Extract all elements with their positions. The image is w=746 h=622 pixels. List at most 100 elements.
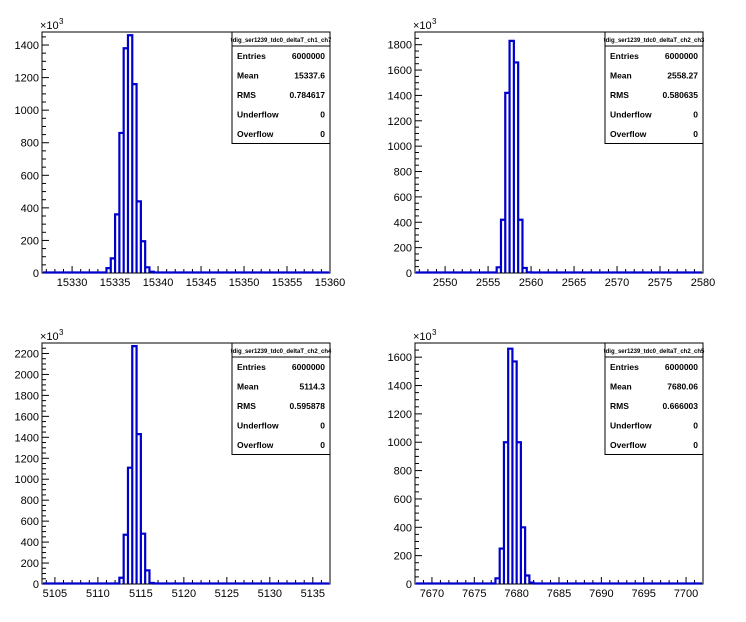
histogram-series bbox=[43, 345, 329, 585]
y-exponent-label: ×10 bbox=[413, 20, 432, 32]
stats-label: Entries bbox=[610, 51, 639, 61]
x-tick-label: 15360 bbox=[315, 277, 346, 289]
stats-label: RMS bbox=[237, 401, 256, 411]
histogram-bin bbox=[504, 442, 508, 584]
stats-box bbox=[231, 31, 331, 144]
y-tick-label: 0 bbox=[406, 268, 412, 280]
y-exponent-label: ×10 bbox=[40, 331, 59, 343]
y-tick-label: 600 bbox=[394, 192, 412, 204]
y-tick-label: 200 bbox=[21, 235, 39, 247]
stats-value: 0.580635 bbox=[663, 90, 699, 100]
x-tick-label: 7670 bbox=[420, 588, 444, 600]
stats-label: Mean bbox=[610, 382, 632, 392]
stats-label: Mean bbox=[237, 71, 259, 81]
histogram-bin bbox=[119, 578, 123, 584]
y-tick-label: 2000 bbox=[15, 369, 39, 381]
x-tick-label: 15355 bbox=[272, 277, 303, 289]
stats-title: tdig_ser1239_tdc0_deltaT_ch2_ch5 bbox=[604, 349, 705, 355]
stats-label: RMS bbox=[610, 401, 629, 411]
histogram-bin bbox=[124, 535, 128, 584]
stats-label: Overflow bbox=[610, 440, 647, 450]
stats-value: 6000000 bbox=[665, 51, 698, 61]
histogram-bin bbox=[132, 84, 136, 273]
stats-label: RMS bbox=[610, 90, 629, 100]
stats-label: Underflow bbox=[237, 110, 279, 120]
y-tick-label: 400 bbox=[394, 522, 412, 534]
histogram-bin bbox=[111, 258, 115, 273]
x-tick-label: 2565 bbox=[562, 277, 586, 289]
stats-value: 0 bbox=[693, 129, 698, 139]
histogram-bin bbox=[145, 570, 149, 584]
y-tick-label: 1200 bbox=[388, 409, 412, 421]
stats-value: 0 bbox=[693, 440, 698, 450]
y-tick-label: 1200 bbox=[15, 73, 39, 85]
stats-value: 2558.27 bbox=[667, 71, 698, 81]
stats-value: 0 bbox=[693, 110, 698, 120]
histogram-bin bbox=[137, 201, 141, 273]
y-tick-label: 400 bbox=[21, 203, 39, 215]
y-tick-label: 1400 bbox=[388, 90, 412, 102]
y-tick-label: 1800 bbox=[15, 390, 39, 402]
y-tick-label: 0 bbox=[33, 579, 39, 591]
x-tick-label: 15350 bbox=[229, 277, 260, 289]
stats-value: 5114.3 bbox=[299, 382, 325, 392]
stats-value: 15337.6 bbox=[294, 71, 325, 81]
x-tick-label: 7695 bbox=[631, 588, 655, 600]
histogram-bin bbox=[145, 267, 149, 273]
stats-value: 0 bbox=[320, 421, 325, 431]
stats-value: 0.784617 bbox=[290, 90, 326, 100]
y-exponent-label: ×10 bbox=[40, 20, 59, 32]
y-tick-label: 1000 bbox=[15, 474, 39, 486]
x-tick-label: 2580 bbox=[691, 277, 715, 289]
stats-value: 0.595878 bbox=[290, 401, 326, 411]
stats-title: tdig_ser1239_tdc0_deltaT_ch1_ch7 bbox=[231, 38, 332, 44]
x-tick-label: 5110 bbox=[86, 588, 110, 600]
histogram-pad-2: 0 200 400 600 800 1000 1200 1400 1600 1800 2550 255… bbox=[388, 17, 716, 289]
y-exponent-power: 3 bbox=[432, 328, 437, 337]
histogram-bin bbox=[128, 468, 132, 584]
x-tick-label: 2570 bbox=[605, 277, 629, 289]
x-tick-label: 2550 bbox=[433, 277, 457, 289]
y-tick-label: 1400 bbox=[388, 381, 412, 393]
y-tick-label: 1800 bbox=[388, 40, 412, 52]
histogram-bin bbox=[128, 35, 132, 273]
y-exponent-label: ×10 bbox=[413, 331, 432, 343]
histogram-bin bbox=[495, 578, 499, 584]
x-tick-label: 15340 bbox=[143, 277, 174, 289]
stats-label: Overflow bbox=[237, 129, 274, 139]
y-tick-label: 600 bbox=[394, 494, 412, 506]
y-tick-label: 1000 bbox=[388, 437, 412, 449]
y-tick-label: 1600 bbox=[388, 352, 412, 364]
stats-value: 0.666003 bbox=[663, 401, 699, 411]
y-tick-label: 1200 bbox=[388, 116, 412, 128]
x-tick-label: 5135 bbox=[301, 588, 325, 600]
histogram-pad-3: 0 200 400 600 800 1000 1200 1400 1600 1800 2000 220… bbox=[15, 328, 333, 600]
stats-value: 0 bbox=[320, 110, 325, 120]
y-exponent-power: 3 bbox=[59, 328, 64, 337]
stats-label: Mean bbox=[610, 71, 632, 81]
stats-label: Overflow bbox=[610, 129, 647, 139]
stats-label: Entries bbox=[237, 362, 266, 372]
x-tick-label: 5130 bbox=[258, 588, 282, 600]
stats-label: Underflow bbox=[610, 110, 652, 120]
histogram-pad-1: 0 200 400 600 800 1000 1200 1400 15330 15335 15340… bbox=[15, 17, 346, 289]
x-tick-label: 7690 bbox=[589, 588, 613, 600]
y-tick-label: 800 bbox=[21, 495, 39, 507]
x-tick-label: 15330 bbox=[57, 277, 88, 289]
stats-label: Overflow bbox=[237, 440, 274, 450]
histogram-bin bbox=[521, 527, 525, 584]
stats-value: 7680.06 bbox=[667, 382, 698, 392]
y-tick-label: 2200 bbox=[15, 348, 39, 360]
histogram-bin bbox=[500, 549, 504, 584]
x-tick-label: 5125 bbox=[215, 588, 239, 600]
y-tick-label: 800 bbox=[394, 466, 412, 478]
y-tick-label: 1000 bbox=[15, 105, 39, 117]
stats-value: 0 bbox=[320, 440, 325, 450]
histogram-bin bbox=[512, 361, 516, 584]
y-tick-label: 400 bbox=[394, 217, 412, 229]
x-tick-label: 15335 bbox=[100, 277, 131, 289]
histogram-bin bbox=[115, 214, 119, 273]
stats-box bbox=[604, 342, 704, 455]
histogram-bin bbox=[517, 442, 521, 584]
y-tick-label: 1600 bbox=[15, 411, 39, 423]
